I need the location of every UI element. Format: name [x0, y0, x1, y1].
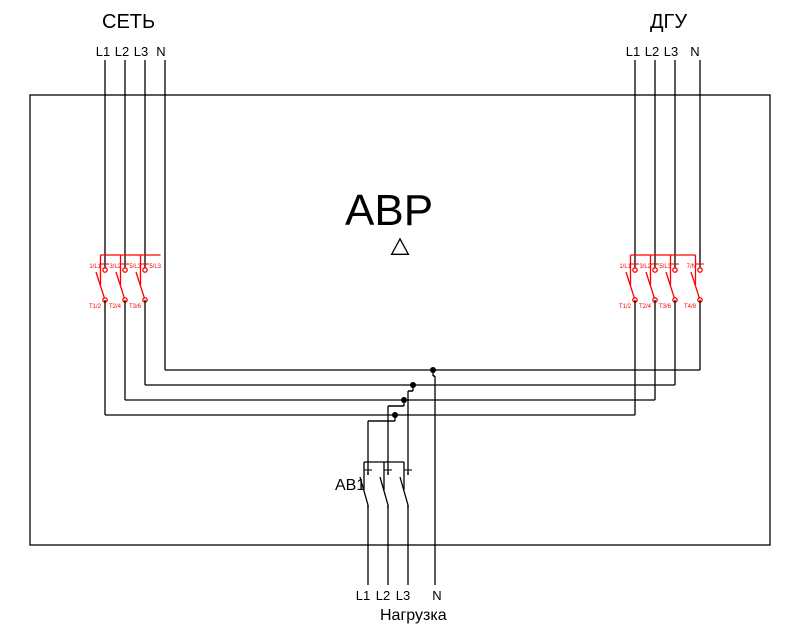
svg-text:L3: L3 — [664, 44, 678, 59]
svg-text:T3/6: T3/6 — [659, 304, 672, 310]
svg-text:N: N — [690, 44, 699, 59]
svg-text:N: N — [432, 588, 441, 603]
svg-text:3/L2: 3/L2 — [109, 264, 121, 270]
svg-text:T2/4: T2/4 — [639, 304, 652, 310]
svg-text:5/L3: 5/L3 — [659, 264, 671, 270]
svg-text:Нагрузка: Нагрузка — [380, 607, 447, 624]
svg-text:5/L3: 5/L3 — [129, 264, 141, 270]
svg-text:T1/2: T1/2 — [619, 304, 632, 310]
svg-text:1/L1: 1/L1 — [619, 264, 631, 270]
svg-text:7/N: 7/N — [687, 264, 696, 270]
svg-text:1/L1: 1/L1 — [89, 264, 101, 270]
svg-text:T2/4: T2/4 — [109, 304, 122, 310]
svg-text:T4/8: T4/8 — [684, 304, 697, 310]
svg-text:АВР: АВР — [345, 186, 433, 235]
svg-text:ДГУ: ДГУ — [650, 11, 687, 33]
svg-text:L2: L2 — [115, 44, 129, 59]
svg-text:L2: L2 — [645, 44, 659, 59]
svg-text:АВ1: АВ1 — [335, 477, 365, 494]
diagram-svg: СЕТЬ ДГУ L1 L2 L3 N L1 L2 L3 N АВР 1/L1 T1/2 3/L2 T2/4… — [0, 0, 800, 644]
svg-text:L1: L1 — [96, 44, 110, 59]
svg-text:N: N — [156, 44, 165, 59]
svg-text:L1: L1 — [626, 44, 640, 59]
svg-text:T3/6: T3/6 — [129, 304, 142, 310]
svg-text:СЕТЬ: СЕТЬ — [102, 11, 155, 33]
svg-text:L1: L1 — [356, 588, 370, 603]
svg-text:L2: L2 — [376, 588, 390, 603]
svg-text:3/L2: 3/L2 — [639, 264, 651, 270]
svg-text:T1/2: T1/2 — [89, 304, 102, 310]
svg-text:L3: L3 — [396, 588, 410, 603]
svg-text:L3: L3 — [134, 44, 148, 59]
svg-text:5/L3: 5/L3 — [149, 264, 161, 270]
